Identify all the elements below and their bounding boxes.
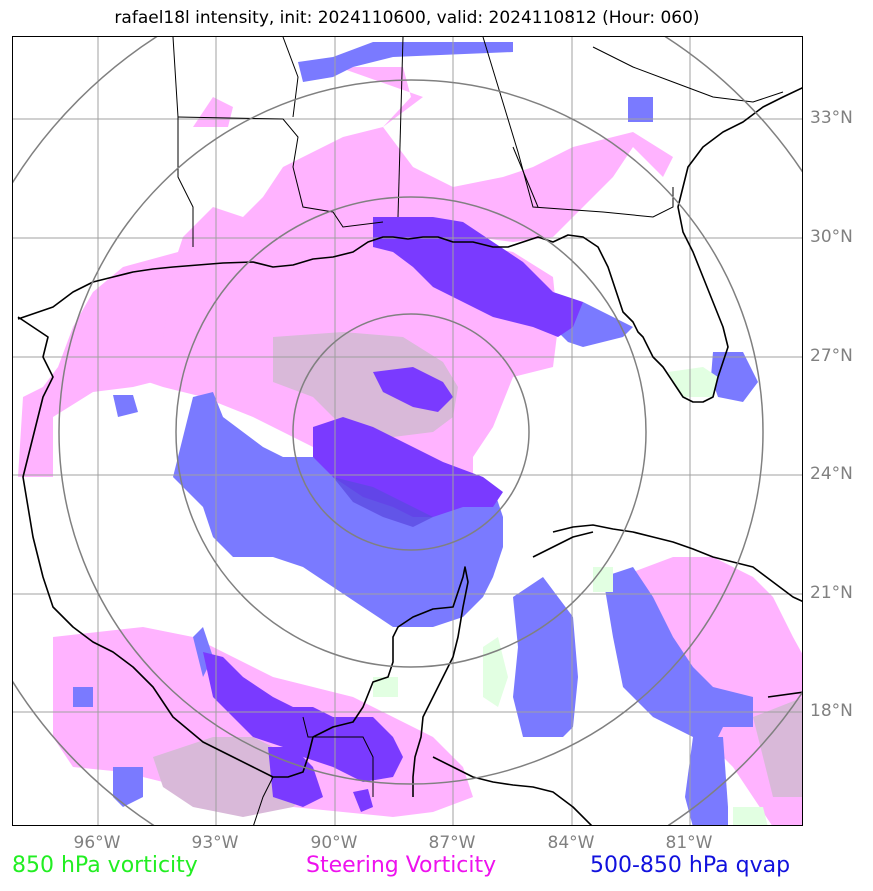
lat-label-21n: 21°N [810,583,853,603]
lat-label-33n: 33°N [810,108,853,128]
lat-label-24n: 24°N [810,464,853,484]
lon-label-96w: 96°W [73,833,121,853]
lon-label-93w: 93°W [191,833,239,853]
dense-overlap-field [333,477,433,527]
graticule [13,37,802,825]
lat-label-27n: 27°N [810,346,853,366]
legend-steering-vorticity: Steering Vorticity [306,853,497,878]
legend-qvap: 500-850 hPa qvap [590,853,791,878]
legend-850-vorticity: 850 hPa vorticity [12,853,198,878]
lon-label-90w: 90°W [310,833,358,853]
map-panel[interactable] [12,36,803,826]
lon-label-84w: 84°W [547,833,595,853]
lon-label-87w: 87°W [428,833,476,853]
lat-label-30n: 30°N [810,227,853,247]
map-title: rafael18l intensity, init: 2024110600, v… [114,8,700,28]
lat-label-18n: 18°N [810,701,853,721]
coastlines [17,87,802,825]
range-rings [13,37,802,825]
lon-label-81w: 81°W [665,833,713,853]
state-borders [172,37,784,825]
qvap-field [73,42,758,825]
map-canvas [13,37,802,825]
